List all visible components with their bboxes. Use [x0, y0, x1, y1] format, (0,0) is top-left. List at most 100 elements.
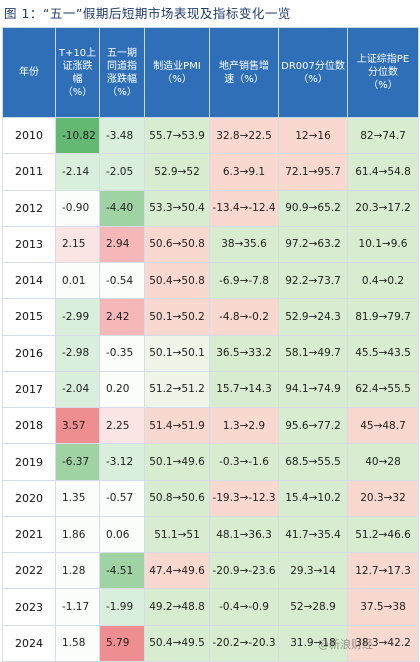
estate-sales-cell: 36.5→33.2	[209, 334, 279, 372]
estate-sales-cell: 1.3→2.9	[209, 407, 279, 445]
shanghai-change-cell: 2.15	[55, 225, 100, 264]
dr007-cell: 31.9→18	[278, 624, 348, 662]
table-row: 2015 -2.99 2.42 50.1→50.2 -4.8→-0.2 52.9→24.3…	[2, 298, 419, 336]
dow-change-cell: -0.57	[99, 479, 145, 517]
dow-change-cell: 0.20	[99, 370, 145, 409]
year-cell: 2024	[2, 624, 56, 662]
pmi-cell: 52.9→52	[144, 153, 210, 191]
year-cell: 2014	[2, 262, 56, 300]
shanghai-change-cell: -6.37	[55, 443, 100, 481]
estate-sales-cell: 32.8→22.5	[209, 116, 279, 155]
pmi-cell: 51.4→51.9	[144, 407, 210, 445]
dow-change-cell: 5.79	[99, 624, 145, 662]
year-cell: 2011	[2, 153, 56, 191]
dr007-cell: 58.1→49.7	[278, 334, 348, 372]
table-row: 2022 1.28 -4.51 47.4→49.6 -20.9→-23.6 29.3→14…	[2, 552, 419, 590]
table-row: 2014 0.01 -0.54 50.4→50.8 -6.9→-7.8 92.2→73.7…	[2, 262, 419, 300]
year-cell: 2017	[2, 370, 56, 409]
year-cell: 2012	[2, 189, 56, 227]
dr007-cell: 12→16	[278, 116, 348, 155]
table-row: 2017 -2.04 0.20 51.2→51.2 15.7→14.3 94.1→74.9…	[2, 370, 419, 409]
table-row: 2018 3.57 2.25 51.4→51.9 1.3→2.9 95.6→77.2 45→…	[2, 407, 419, 445]
table-row: 2013 2.15 2.94 50.6→50.8 38→35.6 97.2→63.2 10.…	[2, 225, 419, 264]
estate-sales-cell: -13.4→-12.4	[209, 189, 279, 227]
dow-change-cell: 0.06	[99, 515, 145, 554]
market-table: 年份 T+10上 证涨跌 幅 （%） 五一期 同道指 涨跌幅 （%） 制造业PM…	[2, 27, 419, 662]
shanghai-change-cell: -2.04	[55, 370, 100, 409]
dow-change-cell: -2.05	[99, 153, 145, 191]
pe-percentile-cell: 45→48.7	[347, 407, 419, 445]
dr007-cell: 41.7→35.4	[278, 515, 348, 554]
pe-percentile-cell: 82→74.7	[347, 116, 419, 155]
year-cell: 2020	[2, 479, 56, 517]
pmi-cell: 50.6→50.8	[144, 225, 210, 264]
estate-sales-cell: 38→35.6	[209, 225, 279, 264]
pmi-cell: 50.8→50.6	[144, 479, 210, 517]
estate-sales-cell: -0.4→-0.9	[209, 588, 279, 626]
dow-change-cell: -3.48	[99, 116, 145, 155]
table-header: 年份 T+10上 证涨跌 幅 （%） 五一期 同道指 涨跌幅 （%） 制造业PM…	[2, 27, 419, 118]
shanghai-change-cell: -2.14	[55, 153, 100, 191]
dr007-cell: 94.1→74.9	[278, 370, 348, 409]
table-row: 2024 1.58 5.79 50.4→49.5 -20.2→-20.3 31.9→18 3…	[2, 624, 419, 662]
dr007-cell: 95.6→77.2	[278, 407, 348, 445]
dow-change-cell: -0.35	[99, 334, 145, 372]
dow-change-cell: 2.42	[99, 298, 145, 336]
estate-sales-cell: 15.7→14.3	[209, 370, 279, 409]
dr007-cell: 15.4→10.2	[278, 479, 348, 517]
estate-sales-cell: 48.1→36.3	[209, 515, 279, 554]
estate-sales-cell: -19.3→-12.3	[209, 479, 279, 517]
column-header-year: 年份	[2, 27, 56, 118]
pmi-cell: 51.2→51.2	[144, 370, 210, 409]
dow-change-cell: -4.40	[99, 189, 145, 227]
year-cell: 2016	[2, 334, 56, 372]
dow-change-cell: -3.12	[99, 443, 145, 481]
table-row: 2016 -2.98 -0.35 50.1→50.1 36.5→33.2 58.1→49.…	[2, 334, 419, 372]
header-row: 年份 T+10上 证涨跌 幅 （%） 五一期 同道指 涨跌幅 （%） 制造业PM…	[2, 27, 419, 118]
pmi-cell: 55.7→53.9	[144, 116, 210, 155]
year-cell: 2013	[2, 225, 56, 264]
pmi-cell: 50.1→50.2	[144, 298, 210, 336]
pe-percentile-cell: 20.3→32	[347, 479, 419, 517]
pmi-cell: 51.1→51	[144, 515, 210, 554]
page-title: 图 1：“五一”假期后短期市场表现及指标变化一览	[4, 6, 291, 21]
dow-change-cell: 2.25	[99, 407, 145, 445]
dr007-cell: 29.3→14	[278, 552, 348, 590]
dr007-cell: 97.2→63.2	[278, 225, 348, 264]
pmi-cell: 47.4→49.6	[144, 552, 210, 590]
dr007-cell: 52→28.9	[278, 588, 348, 626]
pmi-cell: 53.3→50.4	[144, 189, 210, 227]
column-header-shanghai-change: T+10上 证涨跌 幅 （%）	[55, 27, 100, 118]
dr007-cell: 52.9→24.3	[278, 298, 348, 336]
dr007-cell: 90.9→65.2	[278, 189, 348, 227]
year-cell: 2022	[2, 552, 56, 590]
column-header-estate-sales: 地产销售增 速（%）	[209, 27, 279, 118]
pe-percentile-cell: 37.5→38	[347, 588, 419, 626]
column-header-dr007: DR007分位数 （%）	[278, 27, 348, 118]
table-row: 2023 -1.17 -1.99 49.2→48.8 -0.4→-0.9 52→28.9 3…	[2, 588, 419, 626]
pe-percentile-cell: 0.4→0.2	[347, 262, 419, 300]
year-cell: 2018	[2, 407, 56, 445]
dow-change-cell: -1.99	[99, 588, 145, 626]
shanghai-change-cell: -1.17	[55, 588, 100, 626]
estate-sales-cell: -20.2→-20.3	[209, 624, 279, 662]
shanghai-change-cell: 1.86	[55, 515, 100, 554]
table-row: 2019 -6.37 -3.12 50.1→49.6 -0.3→-1.6 68.5→55.…	[2, 443, 419, 481]
estate-sales-cell: -0.3→-1.6	[209, 443, 279, 481]
pe-percentile-cell: 12.7→17.3	[347, 552, 419, 590]
table-row: 2021 1.86 0.06 51.1→51 48.1→36.3 41.7→35.4 51.…	[2, 515, 419, 554]
estate-sales-cell: -4.8→-0.2	[209, 298, 279, 336]
shanghai-change-cell: 1.28	[55, 552, 100, 590]
pe-percentile-cell: 61.4→54.8	[347, 153, 419, 191]
dow-change-cell: 2.94	[99, 225, 145, 264]
pe-percentile-cell: 40→28	[347, 443, 419, 481]
pe-percentile-cell: 10.1→9.6	[347, 225, 419, 264]
dow-change-cell: -4.51	[99, 552, 145, 590]
pe-percentile-cell: 45.5→43.5	[347, 334, 419, 372]
pe-percentile-cell: 81.9→79.7	[347, 298, 419, 336]
dr007-cell: 92.2→73.7	[278, 262, 348, 300]
shanghai-change-cell: -0.90	[55, 189, 100, 227]
column-header-pmi: 制造业PMI （%）	[144, 27, 210, 118]
dr007-cell: 72.1→95.7	[278, 153, 348, 191]
dr007-cell: 68.5→55.5	[278, 443, 348, 481]
